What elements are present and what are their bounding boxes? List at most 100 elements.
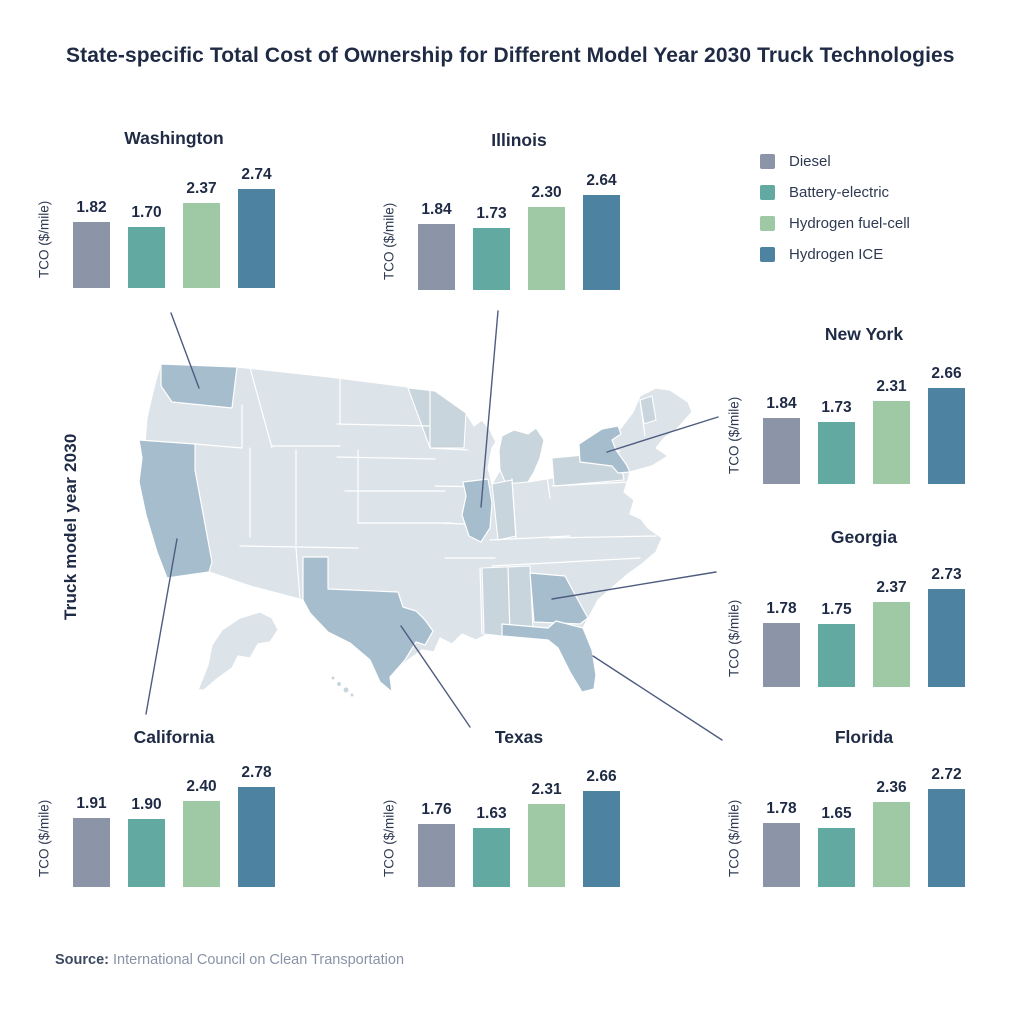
us-map-outline	[138, 363, 693, 693]
bar-battery-electric	[128, 227, 165, 288]
bar-group-hydrogen-fuel-cell: 2.30	[528, 184, 565, 290]
bar-hydrogen-fuel-cell	[873, 602, 910, 687]
state-illinois	[461, 478, 493, 543]
bar-diesel	[73, 222, 110, 288]
bar-value-label: 1.70	[131, 204, 162, 221]
bar-battery-electric	[818, 422, 855, 484]
bar-diesel	[763, 823, 800, 887]
bar-value-label: 2.66	[931, 365, 962, 382]
state-hawaii	[342, 686, 350, 694]
bar-group-hydrogen-fuel-cell: 2.31	[873, 378, 910, 484]
bar-diesel	[73, 818, 110, 887]
bar-value-label: 1.91	[76, 795, 107, 812]
bar-battery-electric	[473, 828, 510, 887]
chart-california: California TCO ($/mile) 1.91 1.90 2.40 2.78	[35, 715, 295, 887]
legend-item-hydrogen-ice: Hydrogen ICE	[760, 246, 910, 263]
state-new-york	[578, 425, 631, 474]
leader-line-texas	[400, 625, 471, 728]
legend: Diesel Battery-electric Hydrogen fuel-ce…	[760, 153, 910, 278]
state-indiana	[491, 479, 517, 541]
bar-hydrogen-ice	[583, 791, 620, 887]
bar-value-label: 2.66	[586, 768, 617, 785]
y-axis-label: TCO ($/mile)	[381, 799, 397, 877]
map-axis-label: Truck model year 2030	[61, 433, 80, 621]
bar-value-label: 1.78	[766, 800, 797, 817]
legend-item-battery-electric: Battery-electric	[760, 184, 910, 201]
legend-label: Diesel	[789, 153, 831, 170]
chart-washington: Washington TCO ($/mile) 1.82 1.70 2.37 2.74	[35, 116, 295, 288]
source-text: International Council on Clean Transport…	[113, 952, 405, 968]
leader-line-georgia	[551, 571, 717, 600]
bar-hydrogen-fuel-cell	[183, 203, 220, 288]
state-hawaii	[330, 675, 336, 681]
chart-florida: Florida TCO ($/mile) 1.78 1.65 2.36 2.72	[725, 715, 985, 887]
bar-diesel	[763, 623, 800, 687]
chart-title: Illinois	[491, 130, 547, 150]
chart-georgia: Georgia TCO ($/mile) 1.78 1.75 2.37 2.73	[725, 515, 985, 687]
bar-diesel	[418, 224, 455, 290]
bar-group-hydrogen-fuel-cell: 2.31	[528, 781, 565, 887]
bar-group-diesel: 1.78	[763, 800, 800, 887]
leader-line-california	[145, 538, 178, 715]
bar-hydrogen-fuel-cell	[873, 401, 910, 484]
state-alaska	[197, 611, 279, 691]
bar-group-hydrogen-ice: 2.73	[928, 566, 965, 687]
state-mississippi-alabama	[481, 565, 534, 637]
bars: 1.76 1.63 2.31 2.66	[418, 768, 620, 887]
leader-line-new-york	[606, 416, 719, 453]
bars: 1.91 1.90 2.40 2.78	[73, 764, 275, 887]
chart-title: Georgia	[830, 527, 898, 547]
bars: 1.78 1.65 2.36 2.72	[763, 766, 965, 887]
chart-title: California	[133, 727, 215, 747]
legend-item-diesel: Diesel	[760, 153, 910, 170]
state-hawaii	[335, 680, 343, 688]
bar-hydrogen-fuel-cell	[873, 802, 910, 887]
bar-value-label: 2.64	[586, 172, 617, 189]
bar-group-hydrogen-ice: 2.66	[583, 768, 620, 887]
bar-value-label: 2.40	[186, 778, 217, 795]
bar-group-hydrogen-fuel-cell: 2.40	[183, 778, 220, 887]
bar-hydrogen-fuel-cell	[528, 207, 565, 290]
bar-group-diesel: 1.84	[418, 201, 455, 290]
bar-value-label: 1.73	[476, 205, 507, 222]
bar-value-label: 1.84	[766, 395, 797, 412]
legend-swatch	[760, 247, 775, 262]
bar-group-battery-electric: 1.63	[473, 805, 510, 887]
bar-group-hydrogen-ice: 2.72	[928, 766, 965, 887]
bar-value-label: 1.76	[421, 801, 452, 818]
legend-swatch	[760, 154, 775, 169]
bar-group-battery-electric: 1.70	[128, 204, 165, 288]
bar-battery-electric	[818, 828, 855, 887]
bar-value-label: 2.74	[241, 166, 272, 183]
bar-hydrogen-ice	[238, 189, 275, 288]
bar-value-label: 2.36	[876, 779, 907, 796]
bar-value-label: 1.90	[131, 796, 162, 813]
bars: 1.82 1.70 2.37 2.74	[73, 166, 275, 288]
bars: 1.78 1.75 2.37 2.73	[763, 566, 965, 687]
bars: 1.84 1.73 2.30 2.64	[418, 172, 620, 290]
state-florida	[501, 620, 597, 693]
bar-diesel	[418, 824, 455, 887]
us-map	[138, 310, 723, 741]
bar-group-diesel: 1.76	[418, 801, 455, 887]
bar-hydrogen-ice	[928, 589, 965, 687]
bar-battery-electric	[473, 228, 510, 290]
state-california	[138, 439, 213, 579]
bar-group-battery-electric: 1.75	[818, 601, 855, 687]
bar-group-hydrogen-fuel-cell: 2.37	[873, 579, 910, 687]
bar-value-label: 1.75	[821, 601, 852, 618]
legend-item-hydrogen-fuel-cell: Hydrogen fuel-cell	[760, 215, 910, 232]
state-hawaii	[349, 692, 355, 698]
state-vermont	[639, 395, 657, 425]
bar-group-battery-electric: 1.73	[818, 399, 855, 484]
state-georgia	[529, 572, 589, 625]
state-pennsylvania	[551, 451, 625, 487]
bar-hydrogen-ice	[238, 787, 275, 887]
bar-group-hydrogen-fuel-cell: 2.37	[183, 180, 220, 288]
chart-title: Washington	[124, 128, 224, 148]
legend-swatch	[760, 185, 775, 200]
source-line: Source: International Council on Clean T…	[55, 952, 404, 968]
bar-value-label: 1.82	[76, 199, 107, 216]
state-michigan	[498, 427, 545, 485]
